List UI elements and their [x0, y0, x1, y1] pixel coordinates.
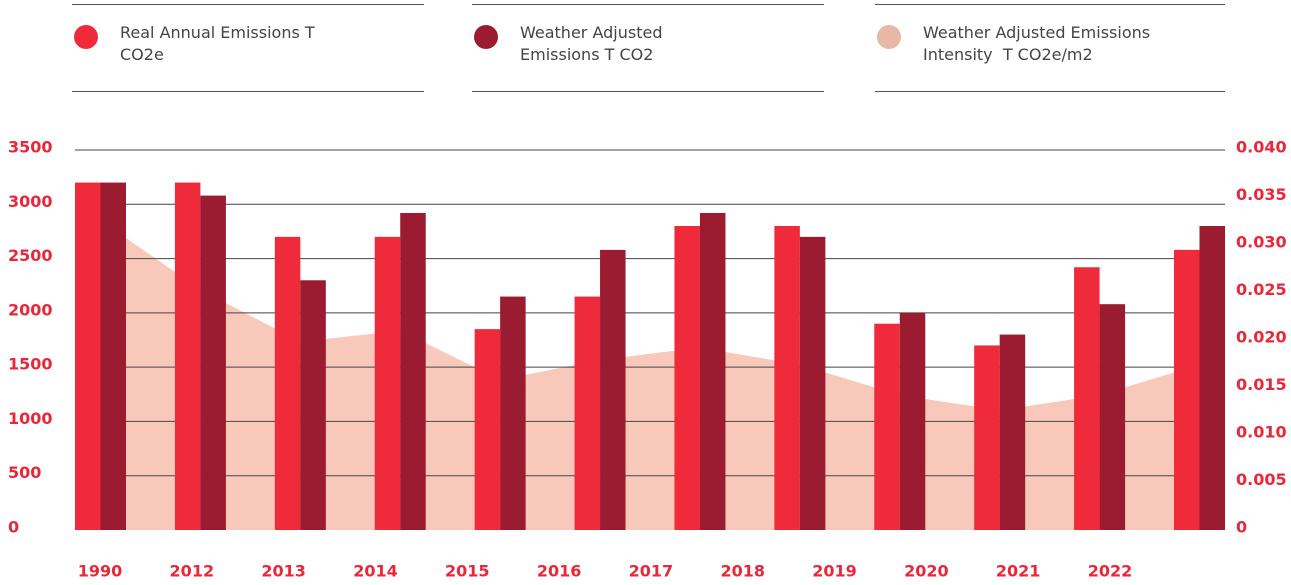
bar — [574, 296, 601, 530]
y-tick-label: 3000 — [8, 192, 53, 211]
x-tick-label: 1990 — [78, 562, 123, 581]
y2-tick-label: 0.030 — [1236, 233, 1287, 252]
bar — [500, 296, 526, 530]
bar — [699, 212, 726, 530]
y2-tick-label: 0.025 — [1236, 280, 1287, 299]
legend-item: Weather Adjusted Emissions Intensity T C… — [875, 4, 1225, 92]
y2-tick-label: 0.015 — [1236, 375, 1287, 394]
bar — [274, 236, 301, 530]
y2-tick-label: 0.010 — [1236, 423, 1287, 442]
legend-swatch — [474, 25, 498, 49]
bar — [874, 323, 900, 530]
bar — [674, 226, 700, 530]
legend-label: Real Annual Emissions T CO2e — [120, 23, 320, 64]
bar — [1074, 267, 1100, 530]
bar — [1199, 226, 1225, 530]
x-tick-label: 2018 — [720, 562, 765, 581]
bar — [799, 236, 826, 530]
legend-label: Weather Adjusted Emissions Intensity T C… — [923, 23, 1156, 64]
legend-swatch — [877, 25, 901, 49]
bar — [999, 334, 1026, 530]
bar — [600, 249, 626, 530]
x-tick-label: 2016 — [537, 562, 582, 581]
legend-label: Weather Adjusted Emissions T CO2 — [520, 23, 668, 64]
bar — [75, 182, 101, 531]
y-tick-label: 500 — [8, 463, 41, 482]
bar — [1099, 304, 1126, 530]
bar — [100, 182, 126, 531]
x-tick-label: 2019 — [812, 562, 857, 581]
bar — [174, 182, 201, 531]
bar — [899, 312, 926, 530]
x-tick-label: 2014 — [353, 562, 398, 581]
y-tick-label: 3500 — [8, 138, 53, 157]
legend-swatch — [74, 25, 98, 49]
bar — [200, 195, 226, 530]
y-tick-label: 0 — [8, 518, 19, 537]
legend-item: Real Annual Emissions T CO2e — [72, 4, 424, 92]
bar — [400, 212, 426, 530]
y2-tick-label: 0.040 — [1236, 138, 1287, 157]
y-tick-label: 2500 — [8, 246, 53, 265]
x-tick-label: 2013 — [261, 562, 306, 581]
bar — [974, 345, 1000, 530]
x-tick-label: 2020 — [904, 562, 949, 581]
x-tick-label: 2022 — [1088, 562, 1133, 581]
bar — [474, 329, 501, 530]
bar — [1174, 249, 1200, 530]
x-tick-label: 2017 — [629, 562, 674, 581]
legend-item: Weather Adjusted Emissions T CO2 — [472, 4, 824, 92]
y-tick-label: 1500 — [8, 355, 53, 374]
y2-tick-label: 0 — [1236, 518, 1247, 537]
bar — [300, 280, 326, 530]
x-tick-label: 2021 — [996, 562, 1041, 581]
bar — [774, 226, 800, 530]
y2-tick-label: 0.035 — [1236, 185, 1287, 204]
bar — [374, 236, 401, 530]
y2-tick-label: 0.005 — [1236, 470, 1287, 489]
y-tick-label: 2000 — [8, 300, 53, 319]
x-tick-label: 2012 — [170, 562, 215, 581]
y2-tick-label: 0.020 — [1236, 328, 1287, 347]
y-tick-label: 1000 — [8, 409, 53, 428]
area — [100, 220, 1200, 531]
x-tick-label: 2015 — [445, 562, 490, 581]
